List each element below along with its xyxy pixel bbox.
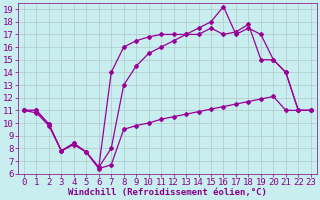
X-axis label: Windchill (Refroidissement éolien,°C): Windchill (Refroidissement éolien,°C) <box>68 188 267 197</box>
